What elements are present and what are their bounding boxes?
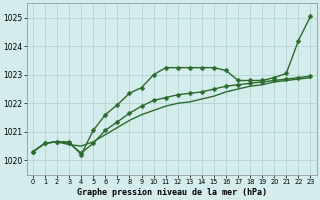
- X-axis label: Graphe pression niveau de la mer (hPa): Graphe pression niveau de la mer (hPa): [77, 188, 267, 197]
